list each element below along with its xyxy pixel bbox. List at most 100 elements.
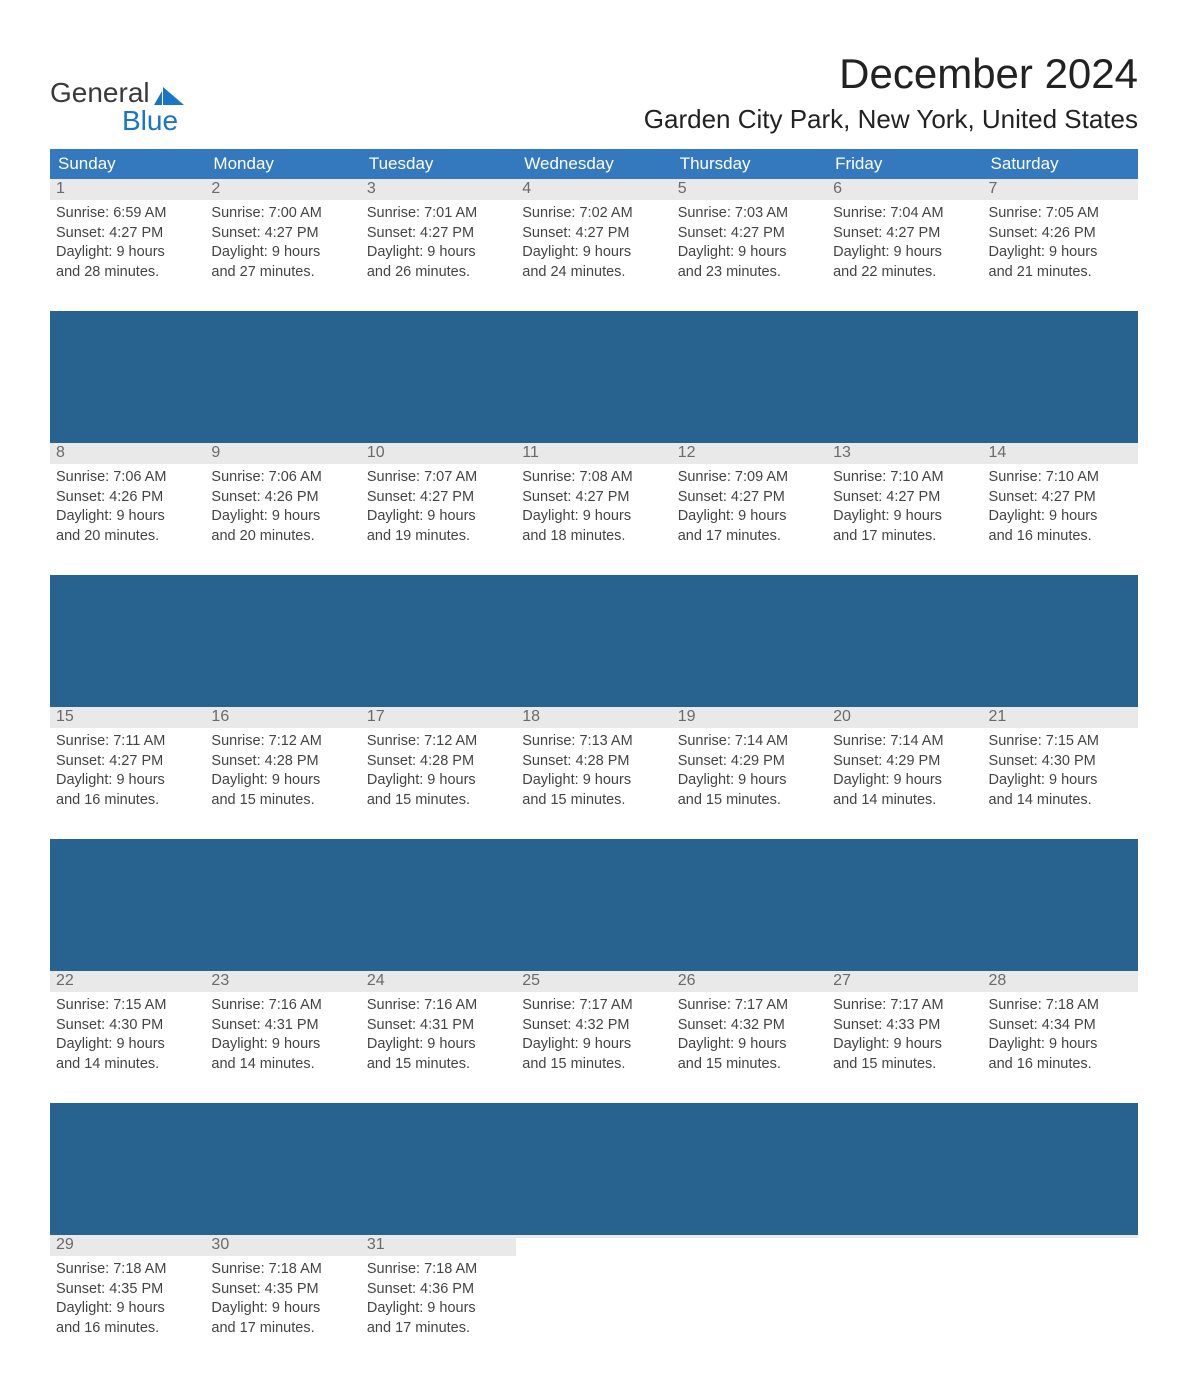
day-sunrise: Sunrise: 7:06 AM: [211, 468, 354, 488]
day-daylight1: Daylight: 9 hours: [833, 771, 976, 791]
day-sunrise: Sunrise: 6:59 AM: [56, 204, 199, 224]
day-daylight2: and 14 minutes.: [833, 791, 976, 811]
day-content: Sunrise: 7:07 AMSunset: 4:27 PMDaylight:…: [361, 464, 516, 550]
day-daylight2: and 24 minutes.: [522, 263, 665, 283]
logo-flag-icon: [154, 87, 184, 107]
calendar-week-row: 8Sunrise: 7:06 AMSunset: 4:26 PMDaylight…: [50, 443, 1138, 575]
logo: General Blue: [50, 79, 184, 135]
weekday-header: Monday: [205, 149, 360, 179]
day-daylight1: Daylight: 9 hours: [56, 1035, 199, 1055]
logo-text-general: General: [50, 79, 150, 107]
day-daylight1: Daylight: 9 hours: [522, 1035, 665, 1055]
day-content: Sunrise: 7:06 AMSunset: 4:26 PMDaylight:…: [50, 464, 205, 550]
day-sunrise: Sunrise: 7:04 AM: [833, 204, 976, 224]
calendar-week-row: 22Sunrise: 7:15 AMSunset: 4:30 PMDayligh…: [50, 971, 1138, 1103]
day-sunset: Sunset: 4:30 PM: [989, 752, 1132, 772]
day-sunrise: Sunrise: 7:05 AM: [989, 204, 1132, 224]
day-sunrise: Sunrise: 7:02 AM: [522, 204, 665, 224]
day-content: Sunrise: 7:18 AMSunset: 4:35 PMDaylight:…: [205, 1256, 360, 1342]
day-content: Sunrise: 7:04 AMSunset: 4:27 PMDaylight:…: [827, 200, 982, 286]
day-number: 8: [50, 443, 205, 464]
day-content: Sunrise: 7:17 AMSunset: 4:32 PMDaylight:…: [672, 992, 827, 1078]
day-daylight2: and 17 minutes.: [367, 1319, 510, 1339]
day-daylight1: Daylight: 9 hours: [367, 507, 510, 527]
day-number: 4: [516, 179, 671, 200]
day-sunrise: Sunrise: 7:15 AM: [56, 996, 199, 1016]
day-daylight1: Daylight: 9 hours: [211, 243, 354, 263]
day-daylight1: Daylight: 9 hours: [989, 507, 1132, 527]
day-daylight1: Daylight: 9 hours: [989, 243, 1132, 263]
day-number: 12: [672, 443, 827, 464]
week-separator: [50, 311, 1138, 443]
day-sunset: Sunset: 4:26 PM: [211, 488, 354, 508]
calendar-day-cell: 20Sunrise: 7:14 AMSunset: 4:29 PMDayligh…: [827, 707, 982, 839]
day-content: Sunrise: 7:17 AMSunset: 4:32 PMDaylight:…: [516, 992, 671, 1078]
day-number: 6: [827, 179, 982, 200]
calendar-day-cell: 13Sunrise: 7:10 AMSunset: 4:27 PMDayligh…: [827, 443, 982, 575]
day-daylight2: and 23 minutes.: [678, 263, 821, 283]
day-daylight1: Daylight: 9 hours: [522, 771, 665, 791]
day-sunrise: Sunrise: 7:00 AM: [211, 204, 354, 224]
day-daylight1: Daylight: 9 hours: [367, 243, 510, 263]
day-daylight2: and 15 minutes.: [522, 1055, 665, 1075]
day-daylight2: and 27 minutes.: [211, 263, 354, 283]
day-sunrise: Sunrise: 7:12 AM: [367, 732, 510, 752]
day-daylight1: Daylight: 9 hours: [522, 243, 665, 263]
week-separator: [50, 839, 1138, 971]
calendar-day-cell: 4Sunrise: 7:02 AMSunset: 4:27 PMDaylight…: [516, 179, 671, 311]
day-sunset: Sunset: 4:27 PM: [833, 224, 976, 244]
day-sunrise: Sunrise: 7:18 AM: [989, 996, 1132, 1016]
day-sunset: Sunset: 4:31 PM: [211, 1016, 354, 1036]
day-daylight2: and 17 minutes.: [211, 1319, 354, 1339]
day-daylight2: and 14 minutes.: [56, 1055, 199, 1075]
day-daylight1: Daylight: 9 hours: [211, 507, 354, 527]
day-number: 13: [827, 443, 982, 464]
calendar-day-cell: [516, 1235, 671, 1367]
calendar-day-cell: 14 Sunrise: 7:10 AMSunset: 4:27 PMDayligh…: [983, 443, 1138, 575]
calendar-day-cell: 12Sunrise: 7:09 AMSunset: 4:27 PMDayligh…: [672, 443, 827, 575]
day-daylight2: and 17 minutes.: [678, 527, 821, 547]
calendar-day-cell: 23Sunrise: 7:16 AMSunset: 4:31 PMDayligh…: [205, 971, 360, 1103]
day-content: Sunrise: 7:13 AMSunset: 4:28 PMDaylight:…: [516, 728, 671, 814]
day-number: 28: [983, 971, 1138, 992]
month-title: December 2024: [644, 50, 1138, 98]
day-daylight1: Daylight: 9 hours: [56, 507, 199, 527]
day-sunset: Sunset: 4:27 PM: [56, 224, 199, 244]
day-number: 22: [50, 971, 205, 992]
day-daylight2: and 19 minutes.: [367, 527, 510, 547]
day-sunrise: Sunrise: 7:15 AM: [989, 732, 1132, 752]
calendar-day-cell: 6Sunrise: 7:04 AMSunset: 4:27 PMDaylight…: [827, 179, 982, 311]
day-daylight1: Daylight: 9 hours: [833, 507, 976, 527]
calendar-day-cell: [827, 1235, 982, 1367]
day-content: Sunrise: 7:18 AMSunset: 4:36 PMDaylight:…: [361, 1256, 516, 1342]
day-number: 30: [205, 1235, 360, 1256]
day-sunrise: Sunrise: 7:10 AM: [989, 468, 1132, 488]
calendar-day-cell: 9Sunrise: 7:06 AMSunset: 4:26 PMDaylight…: [205, 443, 360, 575]
day-sunrise: Sunrise: 7:17 AM: [522, 996, 665, 1016]
day-content: Sunrise: 7:06 AMSunset: 4:26 PMDaylight:…: [205, 464, 360, 550]
calendar-day-cell: 24Sunrise: 7:16 AMSunset: 4:31 PMDayligh…: [361, 971, 516, 1103]
day-number: 21: [983, 707, 1138, 728]
day-content: Sunrise: 7:03 AMSunset: 4:27 PMDaylight:…: [672, 200, 827, 286]
day-sunset: Sunset: 4:33 PM: [833, 1016, 976, 1036]
day-content: Sunrise: 7:17 AMSunset: 4:33 PMDaylight:…: [827, 992, 982, 1078]
calendar-day-cell: 25Sunrise: 7:17 AMSunset: 4:32 PMDayligh…: [516, 971, 671, 1103]
day-sunset: Sunset: 4:28 PM: [211, 752, 354, 772]
day-sunrise: Sunrise: 7:10 AM: [833, 468, 976, 488]
calendar-day-cell: 22Sunrise: 7:15 AMSunset: 4:30 PMDayligh…: [50, 971, 205, 1103]
day-sunset: Sunset: 4:27 PM: [989, 488, 1132, 508]
day-number: 24: [361, 971, 516, 992]
day-number: 14: [983, 443, 1138, 464]
day-number: 7: [983, 179, 1138, 200]
day-content: Sunrise: 7:08 AMSunset: 4:27 PMDaylight:…: [516, 464, 671, 550]
day-sunrise: Sunrise: 7:18 AM: [367, 1260, 510, 1280]
day-sunset: Sunset: 4:27 PM: [56, 752, 199, 772]
calendar-week-row: 29Sunrise: 7:18 AMSunset: 4:35 PMDayligh…: [50, 1235, 1138, 1367]
day-number: 18: [516, 707, 671, 728]
day-daylight1: Daylight: 9 hours: [678, 1035, 821, 1055]
day-sunset: Sunset: 4:26 PM: [56, 488, 199, 508]
day-daylight2: and 21 minutes.: [989, 263, 1132, 283]
calendar-day-cell: 18Sunrise: 7:13 AMSunset: 4:28 PMDayligh…: [516, 707, 671, 839]
day-daylight2: and 16 minutes.: [989, 527, 1132, 547]
day-sunset: Sunset: 4:36 PM: [367, 1280, 510, 1300]
